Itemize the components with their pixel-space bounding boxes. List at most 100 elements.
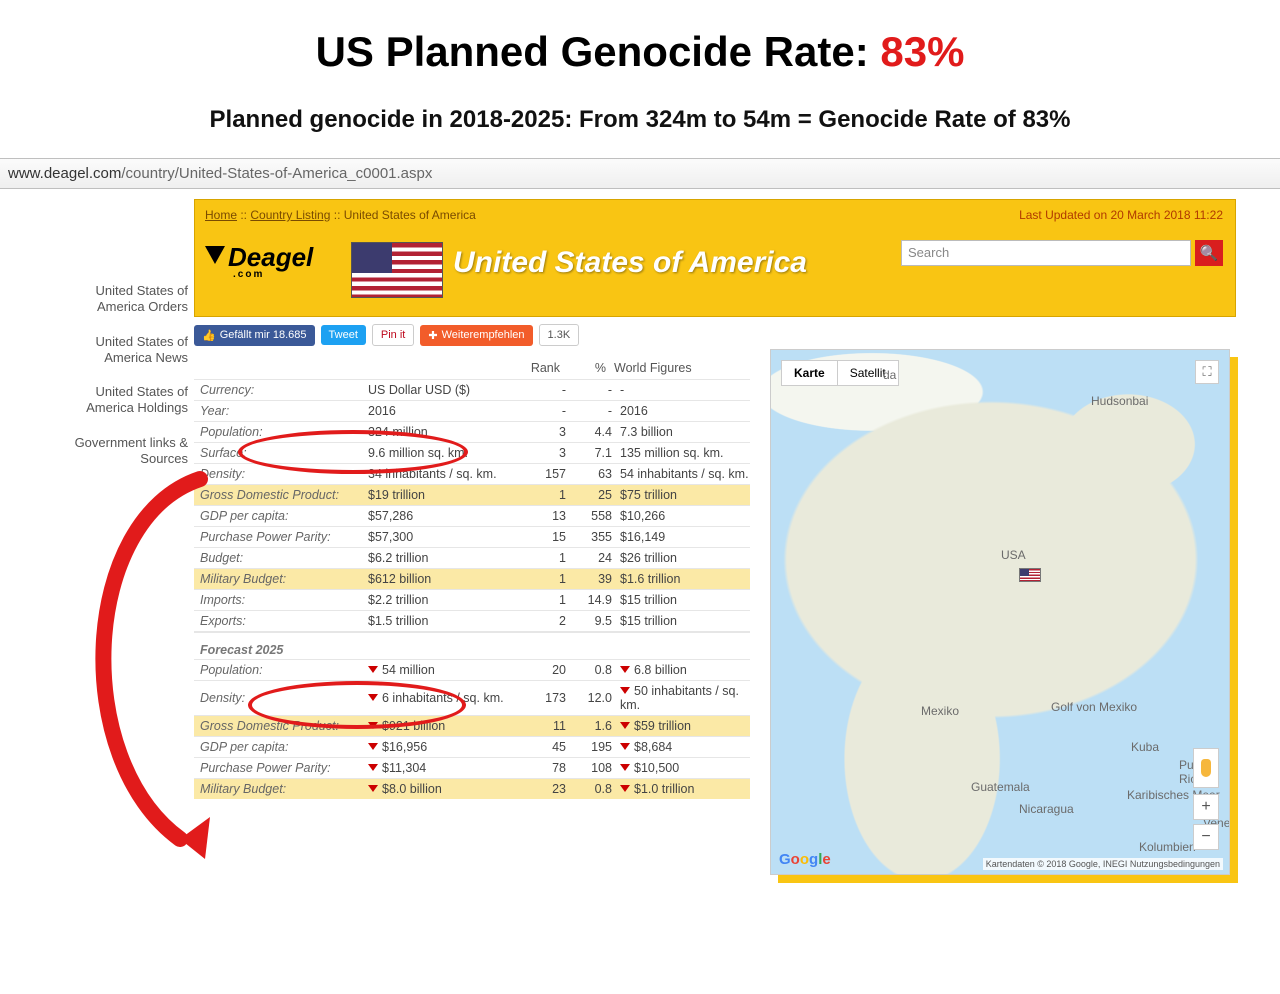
logo-triangle-icon [205, 246, 225, 264]
cell-rank: 13 [528, 509, 574, 523]
browser-url-bar[interactable]: www.deagel.com/country/United-States-of-… [0, 158, 1280, 189]
cell-world: $1.6 trillion [620, 572, 750, 586]
map-label: Guatemala [971, 780, 1030, 794]
share-count: 1.3K [539, 324, 580, 346]
cell-key: Military Budget: [200, 572, 368, 586]
table-row: GDP per capita:$16,95645195$8,684 [194, 736, 750, 757]
cell-rank: - [528, 383, 574, 397]
table-row: Currency:US Dollar USD ($)--- [194, 379, 750, 400]
url-path: /country/United-States-of-America_c0001.… [121, 165, 432, 182]
col-pct: % [568, 361, 614, 375]
cell-value: US Dollar USD ($) [368, 383, 528, 397]
cell-key: Currency: [200, 383, 368, 397]
cell-pct: 108 [574, 761, 620, 775]
map-label: USA [1001, 548, 1026, 562]
col-world: World Figures [614, 361, 750, 375]
page-subhead: Planned genocide in 2018-2025: From 324m… [0, 106, 1280, 134]
cell-value: $2.2 trillion [368, 593, 528, 607]
streetview-pegman-button[interactable] [1193, 748, 1219, 788]
map-type-tabs: Karte Satellit [781, 360, 899, 386]
table-row: Budget:$6.2 trillion124$26 trillion [194, 547, 750, 568]
recommend-button[interactable]: ✚ Weiterempfehlen [420, 325, 532, 346]
cell-rank: 20 [528, 663, 574, 677]
cell-rank: - [528, 404, 574, 418]
cell-world: 2016 [620, 404, 750, 418]
cell-world: 135 million sq. km. [620, 446, 750, 460]
map-attribution: Kartendaten © 2018 Google, INEGI Nutzung… [983, 858, 1223, 870]
cell-world: 6.8 billion [620, 663, 750, 677]
search-button[interactable]: 🔍 [1195, 240, 1223, 266]
cell-rank: 45 [528, 740, 574, 754]
pinit-button[interactable]: Pin it [372, 324, 414, 346]
search-icon: 🔍 [1200, 244, 1219, 262]
cell-value: $57,286 [368, 509, 528, 523]
table-row: Purchase Power Parity:$57,30015355$16,14… [194, 526, 750, 547]
headline-pct: 83% [880, 28, 964, 75]
breadcrumb-current: United States of America [344, 208, 476, 222]
table-row: Year:2016--2016 [194, 400, 750, 421]
cell-value: $612 billion [368, 572, 528, 586]
table-row: Surface:9.6 million sq. km.37.1135 milli… [194, 442, 750, 463]
map-zoom-in-button[interactable]: + [1193, 794, 1219, 820]
cell-world: $15 trillion [620, 593, 750, 607]
sidebar-item-govlinks[interactable]: Government links & Sources [58, 435, 188, 468]
cell-key: Population: [200, 425, 368, 439]
cell-value: 2016 [368, 404, 528, 418]
cell-rank: 15 [528, 530, 574, 544]
cell-value: $1.5 trillion [368, 614, 528, 628]
cell-value: $16,956 [368, 740, 528, 754]
facebook-like-button[interactable]: 👍 Gefällt mir 18.685 [194, 325, 315, 346]
cell-pct: 4.4 [574, 425, 620, 439]
breadcrumb: Home :: Country Listing :: United States… [205, 208, 476, 222]
map-label: da [883, 368, 896, 382]
table-row: Military Budget:$8.0 billion230.8$1.0 tr… [194, 778, 750, 799]
sidebar-item-orders[interactable]: United States of America Orders [58, 283, 188, 316]
cell-rank: 1 [528, 488, 574, 502]
cell-key: Imports: [200, 593, 368, 607]
map-fullscreen-button[interactable]: ⛶ [1195, 360, 1219, 384]
cell-value: $921 billion [368, 719, 528, 733]
cell-key: GDP per capita: [200, 509, 368, 523]
cell-pct: 0.8 [574, 782, 620, 796]
table-header-row: Rank % World Figures [194, 357, 750, 379]
cell-key: Density: [200, 467, 368, 481]
sidebar-nav: United States of America Orders United S… [58, 283, 188, 485]
country-data-table: Rank % World Figures Currency:US Dollar … [194, 357, 750, 799]
cell-pct: 195 [574, 740, 620, 754]
site-logo[interactable]: Deagel .com [205, 242, 345, 302]
cell-rank: 1 [528, 551, 574, 565]
cell-rank: 3 [528, 425, 574, 439]
cell-value: 9.6 million sq. km. [368, 446, 528, 460]
sidebar-item-holdings[interactable]: United States of America Holdings [58, 384, 188, 417]
cell-key: Exports: [200, 614, 368, 628]
map-marker-flag-icon [1019, 568, 1041, 582]
site-header: Home :: Country Listing :: United States… [194, 199, 1236, 317]
forecast-section-label: Forecast 2025 [194, 631, 750, 659]
map-zoom-out-button[interactable]: − [1193, 824, 1219, 850]
cell-rank: 2 [528, 614, 574, 628]
breadcrumb-home[interactable]: Home [205, 208, 237, 222]
cell-key: Year: [200, 404, 368, 418]
headline-prefix: US Planned Genocide Rate: [316, 28, 881, 75]
cell-pct: 25 [574, 488, 620, 502]
table-row: Exports:$1.5 trillion29.5$15 trillion [194, 610, 750, 631]
cell-key: Military Budget: [200, 782, 368, 796]
cell-pct: 24 [574, 551, 620, 565]
breadcrumb-listing[interactable]: Country Listing [250, 208, 330, 222]
cell-world: 50 inhabitants / sq. km. [620, 684, 750, 712]
last-updated: Last Updated on 20 March 2018 11:22 [1019, 208, 1223, 222]
map-widget[interactable]: Karte Satellit ⛶ daHudsonbaiUSAMexikoGol… [770, 349, 1230, 875]
cell-rank: 1 [528, 572, 574, 586]
map-tab-karte[interactable]: Karte [782, 361, 838, 385]
cell-world: $15 trillion [620, 614, 750, 628]
map-label: Kuba [1131, 740, 1159, 754]
cell-rank: 78 [528, 761, 574, 775]
cell-world: $10,266 [620, 509, 750, 523]
sidebar-item-news[interactable]: United States of America News [58, 334, 188, 367]
cell-key: Population: [200, 663, 368, 677]
page-title: United States of America [453, 246, 807, 280]
cell-value: $11,304 [368, 761, 528, 775]
tweet-button[interactable]: Tweet [321, 325, 366, 345]
search-input[interactable]: Search [901, 240, 1191, 266]
cell-pct: 558 [574, 509, 620, 523]
